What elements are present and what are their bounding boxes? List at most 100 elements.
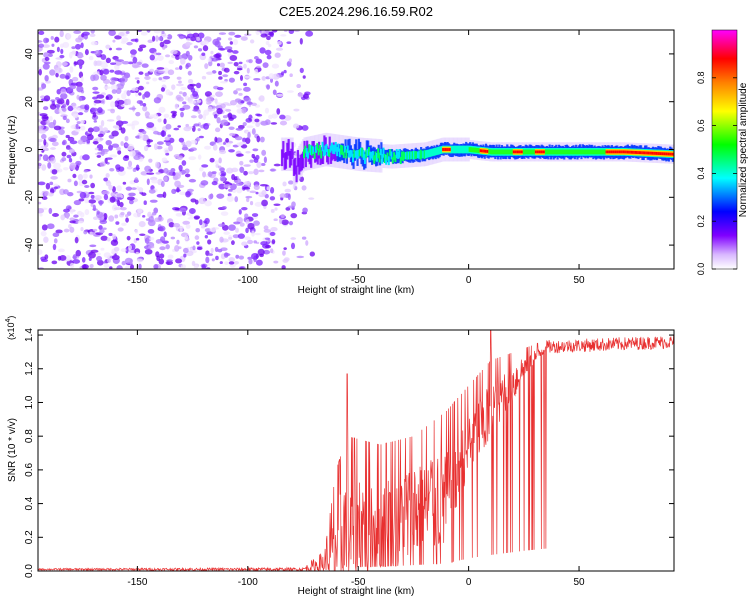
- noise-blob: [292, 123, 300, 129]
- track-hot: [484, 149, 487, 153]
- track-inner: [326, 149, 329, 156]
- noise-blob: [78, 112, 84, 116]
- track-hot: [629, 150, 632, 154]
- noise-blob: [51, 141, 59, 147]
- noise-blob: [117, 150, 122, 155]
- track-hot: [442, 148, 445, 151]
- noise-blob: [149, 199, 158, 203]
- track-band: [529, 149, 532, 155]
- noise-blob: [303, 93, 309, 99]
- noise-blob: [201, 75, 207, 80]
- bottom-y-ticks: 0.0 0.2 0.4 0.6 0.8 1.0 1.2 1.4: [24, 328, 674, 578]
- noise-blob: [236, 153, 244, 157]
- noise-blob: [126, 166, 133, 170]
- noise-blob: [208, 60, 213, 67]
- track-band: [593, 149, 596, 155]
- noise-blob: [249, 201, 254, 206]
- noise-blob: [153, 130, 160, 135]
- noise-blob: [249, 39, 255, 44]
- colorbar-frame: [711, 29, 738, 270]
- noise-blob: [92, 86, 99, 91]
- track-band: [468, 147, 471, 152]
- noise-blob: [39, 213, 43, 217]
- snr-panel: -150 -100 -50 0 50 0.00.20.40.60.81.01.21.4 …: [5, 316, 675, 597]
- noise-blob: [38, 143, 42, 146]
- track-band: [556, 149, 559, 155]
- noise-blob: [228, 126, 235, 130]
- noise-blob: [38, 129, 47, 134]
- noise-blob: [143, 200, 147, 206]
- track-band: [595, 149, 598, 155]
- noise-blob: [216, 107, 223, 115]
- noise-blob: [80, 227, 84, 232]
- track-inner: [359, 147, 362, 156]
- noise-blob: [133, 154, 141, 161]
- noise-blob: [293, 108, 300, 112]
- track-hot: [665, 152, 668, 156]
- track-hot: [630, 150, 633, 154]
- noise-blob: [103, 177, 109, 182]
- bottom-y-tick-label-1: 0.2: [24, 530, 35, 544]
- track-inner: [431, 148, 434, 157]
- noise-blob: [69, 140, 78, 145]
- noise-blob: [121, 75, 128, 83]
- track-core: [328, 136, 331, 154]
- track-inner: [334, 141, 337, 152]
- noise-blob: [236, 187, 243, 194]
- track-band: [546, 149, 549, 155]
- track-hot: [658, 152, 661, 155]
- track-core: [300, 153, 303, 171]
- noise-blob: [253, 184, 260, 191]
- track-band: [495, 149, 498, 155]
- noise-blob: [282, 181, 287, 187]
- bottom-y-tick-label-4: 0.8: [24, 429, 35, 443]
- noise-blob: [180, 86, 187, 91]
- track-hot: [657, 152, 660, 155]
- noise-blob: [137, 151, 142, 155]
- noise-blob: [235, 254, 240, 259]
- noise-blob: [180, 264, 186, 269]
- noise-blob: [207, 171, 213, 177]
- noise-blob: [114, 192, 123, 198]
- noise-blob: [132, 167, 137, 173]
- noise-blob: [221, 206, 227, 210]
- noise-blob: [111, 89, 117, 94]
- noise-blob: [158, 225, 166, 232]
- track-hot: [646, 151, 649, 155]
- noise-blob: [231, 240, 235, 246]
- noise-blob: [93, 99, 102, 104]
- noise-blob: [218, 70, 223, 76]
- track-core: [355, 139, 358, 157]
- noise-blob: [271, 63, 280, 69]
- noise-blob: [285, 207, 291, 211]
- noise-blob: [190, 198, 197, 203]
- track-inner: [381, 153, 384, 164]
- noise-blob: [50, 188, 55, 194]
- noise-blob: [151, 126, 157, 132]
- noise-blob: [218, 32, 227, 35]
- track-core: [302, 151, 305, 169]
- noise-blob: [287, 180, 294, 185]
- noise-blob: [141, 63, 149, 68]
- noise-blob: [217, 223, 226, 227]
- noise-blob: [75, 160, 82, 166]
- noise-blob: [196, 99, 202, 103]
- noise-blob: [182, 220, 191, 225]
- track-band: [505, 149, 508, 155]
- colorbar-gradient: [712, 30, 737, 269]
- noise-blob: [120, 81, 125, 87]
- noise-blob: [250, 117, 257, 124]
- track-hot: [633, 150, 636, 154]
- noise-blob: [241, 207, 248, 211]
- noise-blob: [279, 218, 283, 224]
- noise-blob: [172, 112, 177, 117]
- track-core: [304, 150, 307, 168]
- noise-blob: [166, 34, 173, 40]
- noise-blob: [110, 192, 116, 197]
- noise-blob: [94, 50, 101, 56]
- noise-blob: [74, 128, 81, 133]
- noise-blob: [228, 261, 235, 265]
- noise-blob: [105, 57, 111, 64]
- noise-blob: [198, 197, 206, 205]
- noise-blob: [131, 187, 137, 191]
